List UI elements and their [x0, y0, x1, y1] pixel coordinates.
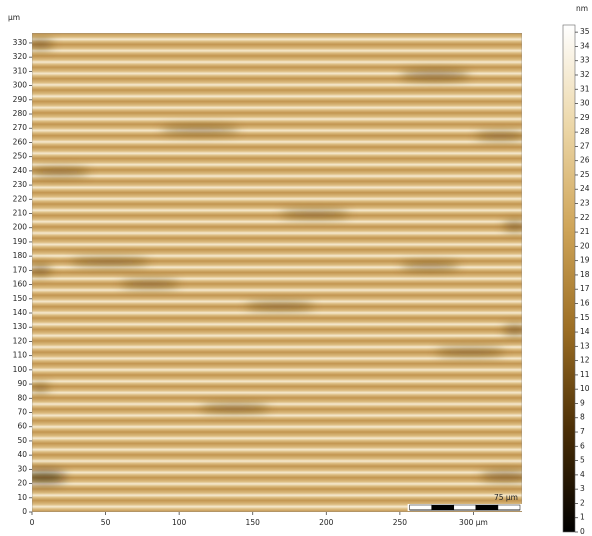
- colorbar-tick-label: 4: [580, 470, 585, 479]
- y-tick-label: 70: [17, 408, 27, 417]
- y-tick-label: 210: [13, 209, 28, 218]
- y-tick-label: 130: [13, 322, 28, 331]
- colorbar-tick-label: 23: [580, 199, 590, 208]
- colorbar-tick-label: 27: [580, 141, 590, 150]
- y-tick-label: 230: [13, 180, 28, 189]
- scale-bar-segment: [431, 504, 455, 511]
- afm-image: [32, 33, 522, 512]
- y-unit: μm: [8, 13, 20, 22]
- x-tick-label: 50: [101, 518, 111, 527]
- y-tick-label: 260: [13, 137, 28, 146]
- colorbar-tick-label: 33: [580, 56, 590, 65]
- colorbar-tick-label: 15: [580, 313, 590, 322]
- colorbar-tick-label: 8: [580, 413, 585, 422]
- colorbar-tick-label: 24: [580, 184, 590, 193]
- scale-bar-segment: [409, 504, 432, 511]
- scale-bar-segment: [475, 504, 499, 511]
- y-tick-label: 330: [13, 38, 28, 47]
- scale-bar: 75 μm: [407, 493, 522, 511]
- scale-bar-label: 75 μm: [494, 493, 518, 502]
- colorbar-tick-label: 16: [580, 298, 590, 307]
- y-tick-label: 190: [13, 237, 28, 246]
- colorbar-tick-label: 19: [580, 256, 590, 265]
- colorbar-tick-label: 12: [580, 356, 590, 365]
- colorbar-tick-label: 0: [580, 527, 585, 536]
- colorbar-tick-label: 21: [580, 227, 590, 236]
- y-tick-label: 160: [13, 280, 28, 289]
- y-tick-label: 20: [17, 479, 27, 488]
- y-tick-label: 270: [13, 123, 28, 132]
- colorbar-tick-label: 1: [580, 513, 585, 522]
- colorbar-unit: nm: [576, 4, 588, 13]
- y-tick-label: 80: [17, 393, 27, 402]
- y-tick-label: 180: [13, 251, 28, 260]
- colorbar-tick-label: 25: [580, 170, 590, 179]
- colorbar-tick-label: 6: [580, 441, 585, 450]
- y-tick-label: 10: [17, 493, 27, 502]
- y-tick-label: 250: [13, 152, 28, 161]
- x-tick-label: 250: [393, 518, 408, 527]
- colorbar-tick-label: 9: [580, 398, 585, 407]
- scale-bar-segment: [497, 504, 521, 511]
- colorbar-tick-label: 31: [580, 84, 590, 93]
- y-tick-label: 310: [13, 66, 28, 75]
- x-tick-label: 0: [30, 518, 35, 527]
- y-tick-label: 300: [13, 81, 28, 90]
- y-tick-label: 120: [13, 336, 28, 345]
- y-tick-label: 50: [17, 436, 27, 445]
- y-tick-label: 320: [13, 52, 28, 61]
- colorbar-tick-label: 7: [580, 427, 585, 436]
- colorbar-tick-label: 28: [580, 127, 590, 136]
- colorbar-tick-label: 26: [580, 156, 590, 165]
- colorbar-tick-label: 13: [580, 341, 590, 350]
- y-tick-label: 110: [13, 351, 28, 360]
- y-tick-label: 100: [13, 365, 28, 374]
- y-tick-label: 90: [17, 379, 27, 388]
- colorbar-tick-label: 10: [580, 384, 590, 393]
- x-tick-label: 150: [246, 518, 261, 527]
- scale-bar-segment: [453, 504, 477, 511]
- colorbar-tick-label: 22: [580, 213, 590, 222]
- colorbar-tick-label: 11: [580, 370, 590, 379]
- x-tick-label: 100: [172, 518, 187, 527]
- colorbar-tick-label: 32: [580, 70, 590, 79]
- colorbar-tick-label: 30: [580, 99, 590, 108]
- colorbar-tick-label: 3: [580, 484, 585, 493]
- colorbar-tick-label: 35: [580, 27, 590, 36]
- colorbar-tick-label: 2: [580, 498, 585, 507]
- colorbar-tick-label: 14: [580, 327, 590, 336]
- colorbar-tick-label: 5: [580, 456, 585, 465]
- y-tick-label: 290: [13, 95, 28, 104]
- colorbar-tick-label: 17: [580, 284, 590, 293]
- y-tick-label: 240: [13, 166, 28, 175]
- y-tick-label: 220: [13, 194, 28, 203]
- colorbar-tick-label: 20: [580, 241, 590, 250]
- y-tick-label: 60: [17, 422, 27, 431]
- y-tick-label: 150: [13, 294, 28, 303]
- colorbar-tick-label: 34: [580, 41, 590, 50]
- colorbar-tick-label: 29: [580, 113, 590, 122]
- y-tick-label: 280: [13, 109, 28, 118]
- y-tick-label: 0: [22, 507, 27, 516]
- colorbar-tick-label: 18: [580, 270, 590, 279]
- x-tick-label: 300 μm: [459, 518, 488, 527]
- y-tick-label: 170: [13, 265, 28, 274]
- y-tick-label: 140: [13, 308, 28, 317]
- y-tick-label: 200: [13, 223, 28, 232]
- colorbar: [562, 24, 576, 533]
- y-tick-label: 40: [17, 450, 27, 459]
- x-tick-label: 200: [319, 518, 334, 527]
- y-tick-label: 30: [17, 464, 27, 473]
